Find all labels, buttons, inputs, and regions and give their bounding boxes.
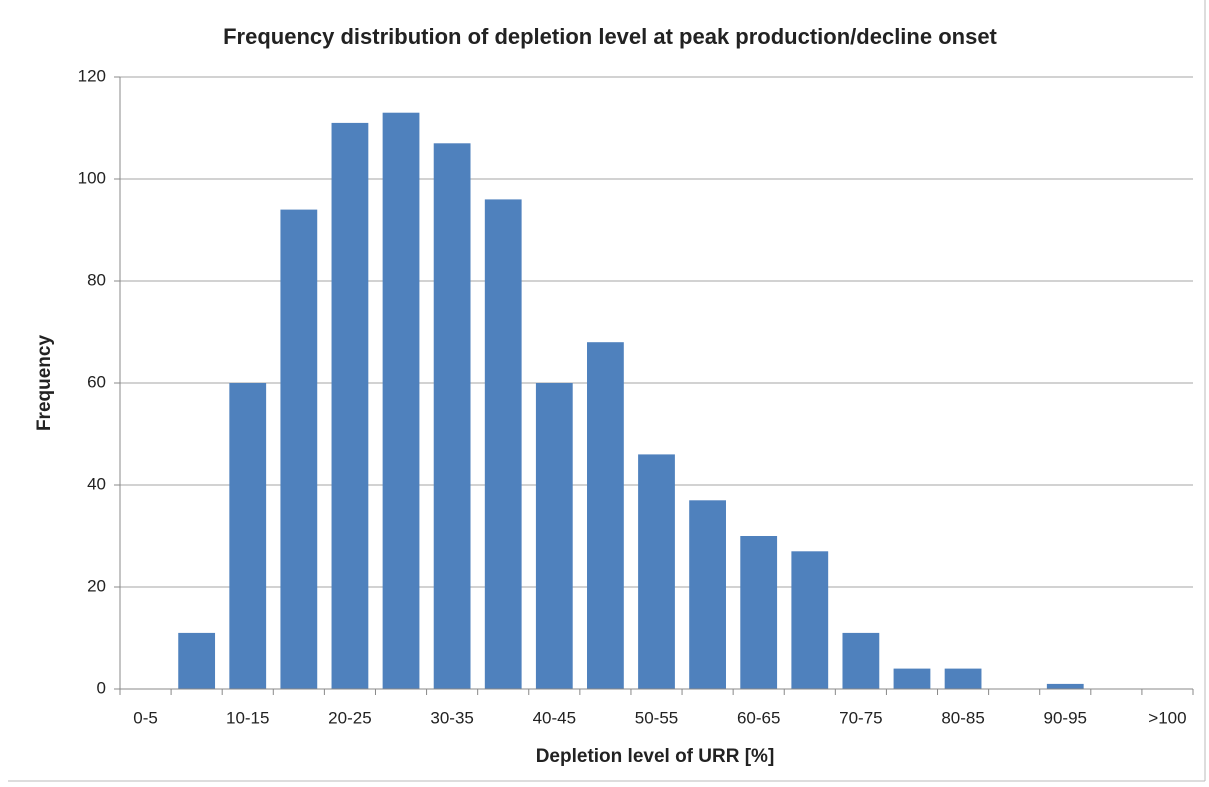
bar bbox=[893, 668, 931, 689]
bar bbox=[382, 112, 420, 689]
x-tick-label: 60-65 bbox=[737, 708, 780, 727]
y-tick-label: 100 bbox=[78, 168, 106, 187]
bar bbox=[1046, 683, 1084, 689]
bar bbox=[535, 383, 573, 689]
bar bbox=[740, 536, 778, 689]
bar bbox=[638, 454, 675, 689]
y-tick-label: 120 bbox=[78, 66, 106, 85]
bar bbox=[944, 668, 982, 689]
x-tick-label: 50-55 bbox=[635, 708, 678, 727]
x-axis-label: Depletion level of URR [%] bbox=[536, 746, 775, 767]
x-tick-label: 20-25 bbox=[328, 708, 371, 727]
bar bbox=[331, 122, 369, 689]
bar bbox=[587, 342, 624, 689]
y-axis-label: Frequency bbox=[34, 335, 55, 432]
y-tick-label: 0 bbox=[97, 678, 106, 697]
x-tick-label: >100 bbox=[1148, 708, 1186, 727]
x-tick-label: 30-35 bbox=[430, 708, 473, 727]
y-tick-label: 20 bbox=[87, 576, 106, 595]
bar bbox=[229, 383, 267, 689]
bar bbox=[178, 632, 216, 689]
y-tick-label: 60 bbox=[87, 372, 106, 391]
x-tick-label: 40-45 bbox=[533, 708, 576, 727]
bar bbox=[689, 500, 726, 689]
bar bbox=[433, 143, 471, 690]
x-tick-label: 70-75 bbox=[839, 708, 882, 727]
chart-title: Frequency distribution of depletion leve… bbox=[223, 24, 997, 49]
y-tick-label: 40 bbox=[87, 474, 106, 493]
bar bbox=[791, 551, 829, 689]
x-tick-label: 10-15 bbox=[226, 708, 269, 727]
x-tick-label: 90-95 bbox=[1044, 708, 1087, 727]
bar bbox=[842, 632, 880, 689]
y-tick-label: 80 bbox=[87, 270, 106, 289]
x-tick-label: 0-5 bbox=[133, 708, 158, 727]
bar bbox=[484, 199, 522, 689]
x-tick-label: 80-85 bbox=[941, 708, 984, 727]
bar bbox=[280, 209, 318, 689]
